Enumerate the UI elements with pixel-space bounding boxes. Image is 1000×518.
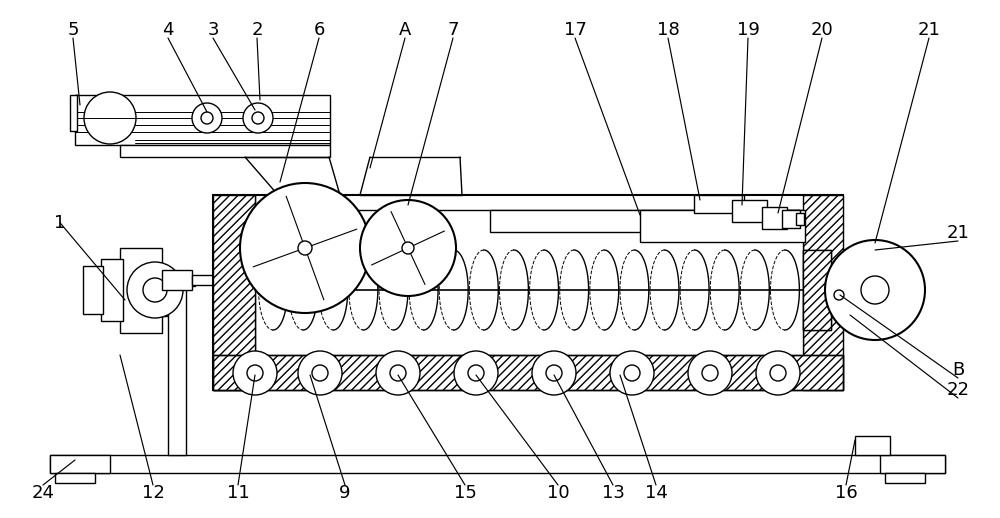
Text: 3: 3: [207, 21, 219, 39]
Bar: [101, 259, 123, 321]
Bar: [803, 250, 831, 330]
Text: 4: 4: [162, 21, 174, 39]
Text: 14: 14: [645, 484, 667, 502]
Circle shape: [610, 351, 654, 395]
Bar: [213, 195, 255, 390]
Text: 6: 6: [313, 21, 325, 39]
Circle shape: [688, 351, 732, 395]
Circle shape: [861, 276, 889, 304]
Text: 7: 7: [447, 21, 459, 39]
Text: 22: 22: [946, 381, 969, 399]
Bar: [168, 283, 186, 455]
Text: 13: 13: [602, 484, 624, 502]
Text: 10: 10: [547, 484, 569, 502]
Bar: [70, 95, 77, 131]
Circle shape: [298, 241, 312, 255]
Text: 21: 21: [918, 21, 940, 39]
Circle shape: [834, 290, 844, 300]
Text: 17: 17: [564, 21, 586, 39]
Circle shape: [546, 365, 562, 381]
Text: 9: 9: [339, 484, 351, 502]
Text: 20: 20: [811, 21, 833, 39]
Circle shape: [312, 365, 328, 381]
Bar: [50, 455, 110, 473]
Bar: [885, 473, 925, 483]
Text: A: A: [399, 21, 411, 39]
Circle shape: [247, 365, 263, 381]
Bar: [855, 436, 890, 455]
Circle shape: [756, 351, 800, 395]
Text: 24: 24: [32, 484, 55, 502]
Circle shape: [233, 351, 277, 395]
Circle shape: [532, 351, 576, 395]
Bar: [140, 276, 195, 286]
Circle shape: [702, 365, 718, 381]
Bar: [83, 266, 103, 314]
Circle shape: [390, 365, 406, 381]
Circle shape: [770, 365, 786, 381]
Circle shape: [298, 351, 342, 395]
Circle shape: [376, 351, 420, 395]
Bar: [155, 300, 167, 316]
Circle shape: [127, 262, 183, 318]
Text: 2: 2: [251, 21, 263, 39]
Bar: [732, 200, 767, 222]
Bar: [640, 210, 805, 242]
Circle shape: [825, 240, 925, 340]
Text: 21: 21: [947, 224, 969, 242]
Bar: [803, 250, 831, 330]
Circle shape: [240, 183, 370, 313]
Bar: [255, 210, 803, 375]
Circle shape: [243, 103, 273, 133]
Circle shape: [360, 200, 456, 296]
Bar: [213, 195, 255, 390]
Bar: [694, 195, 744, 213]
Text: 16: 16: [835, 484, 857, 502]
Text: 19: 19: [737, 21, 759, 39]
Bar: [143, 286, 155, 316]
Bar: [880, 455, 945, 473]
Bar: [75, 95, 330, 145]
Text: 11: 11: [227, 484, 249, 502]
Bar: [796, 213, 804, 225]
Bar: [843, 310, 858, 318]
Bar: [213, 355, 843, 390]
Bar: [762, 207, 787, 229]
Bar: [120, 248, 162, 333]
Circle shape: [454, 351, 498, 395]
Circle shape: [402, 242, 414, 254]
Circle shape: [143, 278, 167, 302]
Bar: [782, 210, 800, 228]
Bar: [162, 270, 192, 290]
Circle shape: [252, 112, 264, 124]
Bar: [120, 145, 330, 157]
Circle shape: [192, 103, 222, 133]
Circle shape: [84, 92, 136, 144]
Bar: [55, 473, 95, 483]
Bar: [192, 275, 217, 285]
Circle shape: [624, 365, 640, 381]
Bar: [490, 210, 800, 232]
Text: 5: 5: [67, 21, 79, 39]
Bar: [50, 455, 945, 473]
Bar: [213, 195, 843, 390]
Circle shape: [468, 365, 484, 381]
Bar: [803, 195, 843, 390]
Circle shape: [201, 112, 213, 124]
Text: 1: 1: [54, 214, 66, 232]
Bar: [213, 355, 843, 390]
Text: B: B: [952, 361, 964, 379]
Text: 18: 18: [657, 21, 679, 39]
Text: 15: 15: [454, 484, 476, 502]
Text: 12: 12: [142, 484, 164, 502]
